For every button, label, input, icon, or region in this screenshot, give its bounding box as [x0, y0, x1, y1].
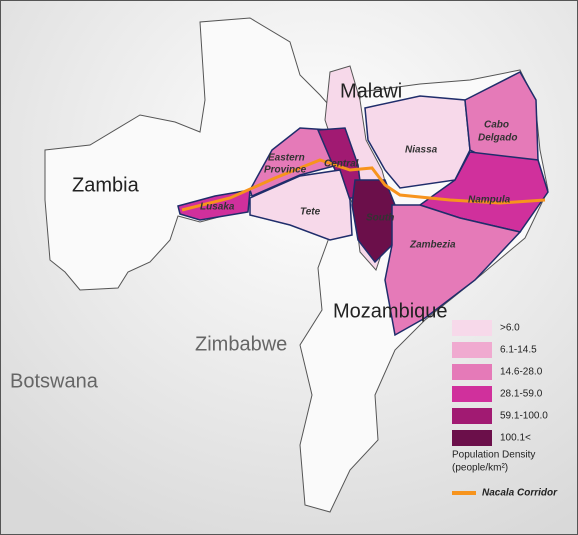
country-label: Zimbabwe: [195, 333, 287, 355]
legend-label: 100.1<: [500, 433, 531, 444]
legend-swatch: [452, 320, 492, 336]
region-label: Zambezia: [409, 240, 456, 251]
corridor-label: Nacala Corridor: [482, 488, 558, 499]
region-label: Central: [324, 159, 359, 170]
country-label: Mozambique: [333, 300, 448, 322]
region-label: Nampula: [468, 195, 511, 206]
region-label: Cabo: [484, 120, 509, 131]
legend-label: 59.1-100.0: [500, 411, 548, 422]
legend: >6.0 6.1-14.5 14.6-28.0 28.1-59.0 59.1-100.0…: [452, 320, 548, 495]
legend-swatch: [452, 430, 492, 446]
legend-swatch: [452, 342, 492, 358]
region-label: South: [366, 213, 394, 224]
legend-label: 6.1-14.5: [500, 345, 537, 356]
region-label: Tete: [300, 207, 321, 218]
legend-title: Population Density: [452, 450, 535, 461]
legend-label: 28.1-59.0: [500, 389, 543, 400]
region-label: Lusaka: [200, 202, 235, 213]
legend-title: (people/km²): [452, 463, 508, 474]
country-label: Malawi: [340, 80, 402, 102]
legend-label: 14.6-28.0: [500, 367, 543, 378]
region-label: Province: [264, 165, 307, 176]
legend-swatch: [452, 364, 492, 380]
legend-swatch: [452, 386, 492, 402]
region-label: Eastern: [268, 153, 305, 164]
country-label: Zambia: [72, 174, 140, 196]
country-label: Botswana: [10, 370, 99, 392]
corridor-line: [181, 158, 546, 212]
legend-label: >6.0: [500, 323, 520, 334]
region-label: Delgado: [478, 133, 517, 144]
region-label: Niassa: [405, 145, 438, 156]
region-zambezia: [384, 204, 522, 337]
legend-swatch: [452, 408, 492, 424]
region-south: [351, 179, 396, 264]
region-tete: [249, 169, 353, 241]
